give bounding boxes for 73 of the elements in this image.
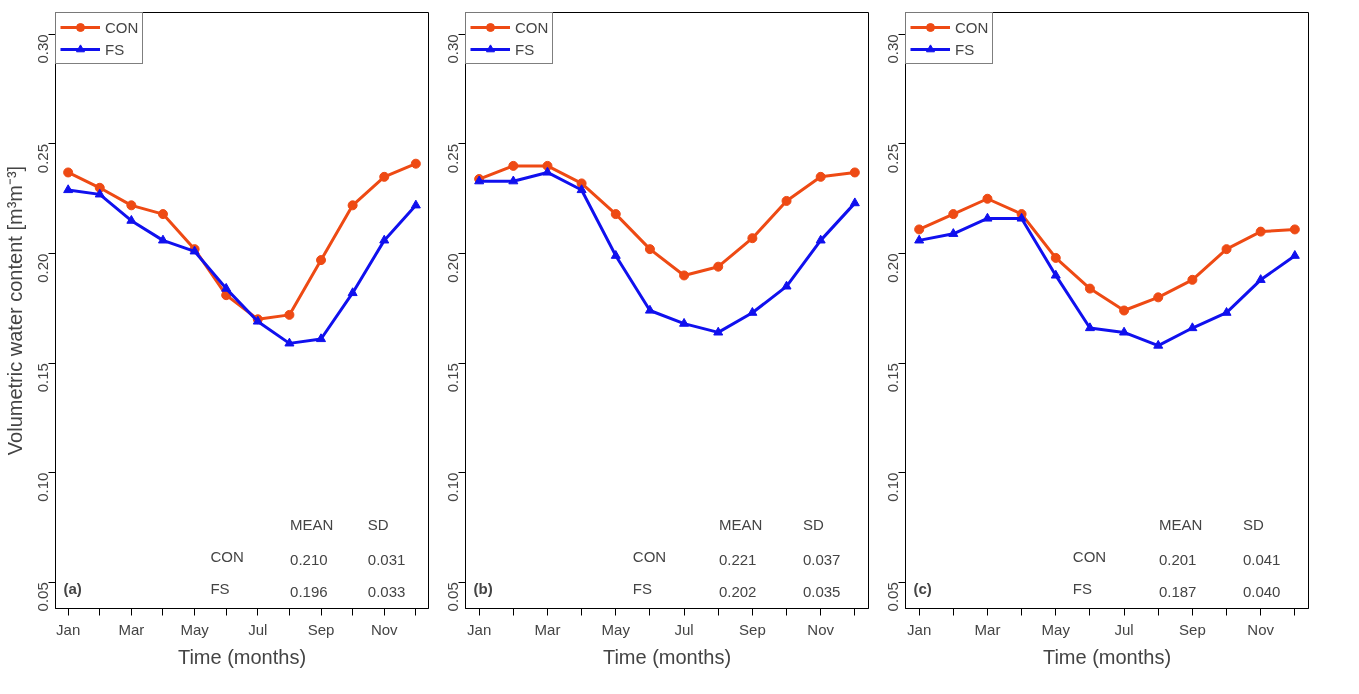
x-tick-label: Jan [56, 620, 81, 638]
annotation: 0.033 [367, 582, 406, 600]
annotation: 0.035 [802, 582, 841, 600]
annotation: 0.201 [1158, 550, 1197, 568]
y-tick-label: 0.10 [444, 472, 462, 502]
x-tick-label: Sep [1179, 620, 1206, 638]
x-tick-label: Nov [1247, 620, 1275, 638]
annotation: (c) [913, 579, 932, 597]
y-tick-label: 0.10 [884, 472, 902, 502]
y-tick-label: 0.20 [34, 253, 52, 283]
annotation: 0.196 [290, 582, 328, 600]
y-tick-label: 0.15 [444, 363, 462, 393]
annotation: CON [210, 547, 244, 565]
annotation: MEAN [718, 515, 763, 533]
legend-label: FS [955, 40, 975, 58]
annotation: MEAN [290, 515, 334, 533]
annotation: 0.041 [1242, 550, 1281, 568]
annotation: CON [632, 547, 667, 565]
x-tick-label: Jan [467, 620, 492, 638]
y-tick-label: 0.05 [884, 582, 902, 612]
y-tick-label: 0.05 [444, 582, 462, 612]
y-tick-label: 0.05 [34, 582, 52, 612]
annotation: SD [1242, 515, 1264, 533]
annotation: MEAN [1158, 515, 1203, 533]
x-tick-label: Jul [674, 620, 694, 638]
annotation: SD [802, 515, 824, 533]
x-axis-title: Time (months) [1042, 645, 1172, 668]
y-tick-label: 0.30 [444, 34, 462, 64]
legend-label: FS [105, 40, 125, 58]
x-tick-label: Jul [248, 620, 268, 638]
x-axis-title: Time (months) [177, 645, 307, 668]
legend-label: CON [105, 18, 139, 36]
x-axis-title: Time (months) [602, 645, 732, 668]
annotation: CON [1072, 547, 1107, 565]
legend-label: CON [955, 18, 989, 36]
y-tick-label: 0.20 [444, 253, 462, 283]
x-tick-label: Jul [1114, 620, 1134, 638]
legend-label: CON [515, 18, 549, 36]
x-tick-label: Mar [534, 620, 561, 638]
annotation: SD [367, 515, 389, 533]
annotation: 0.031 [367, 550, 406, 568]
annotation: 0.202 [718, 582, 757, 600]
x-tick-label: Nov [807, 620, 835, 638]
legend-label: FS [515, 40, 535, 58]
x-tick-label: Nov [370, 620, 399, 638]
y-tick-label: 0.30 [34, 34, 52, 64]
annotation: 0.040 [1242, 582, 1281, 600]
y-axis-title: Volumetric water content [m³m⁻³] [3, 165, 26, 456]
y-tick-label: 0.10 [34, 472, 52, 502]
x-tick-label: Sep [307, 620, 335, 638]
y-tick-label: 0.15 [884, 363, 902, 393]
x-tick-label: May [1041, 620, 1071, 638]
x-tick-label: Mar [974, 620, 1001, 638]
y-tick-label: 0.25 [34, 143, 52, 174]
y-tick-label: 0.20 [884, 253, 902, 283]
y-tick-label: 0.25 [444, 143, 462, 174]
x-tick-label: Jan [907, 620, 932, 638]
annotation: (a) [63, 579, 82, 597]
annotation: 0.221 [718, 550, 757, 568]
annotation: 0.187 [1158, 582, 1197, 600]
x-tick-label: May [180, 620, 210, 638]
annotation: FS [1072, 579, 1093, 597]
y-tick-label: 0.15 [34, 363, 52, 393]
y-tick-label: 0.30 [884, 34, 902, 64]
y-tick-label: 0.25 [884, 143, 902, 174]
annotation: 0.210 [290, 550, 328, 568]
annotation: (b) [473, 579, 493, 597]
x-tick-label: May [601, 620, 631, 638]
annotation: FS [210, 579, 230, 597]
annotation: FS [632, 579, 653, 597]
x-tick-label: Sep [739, 620, 766, 638]
annotation: 0.037 [802, 550, 841, 568]
x-tick-label: Mar [118, 620, 145, 638]
